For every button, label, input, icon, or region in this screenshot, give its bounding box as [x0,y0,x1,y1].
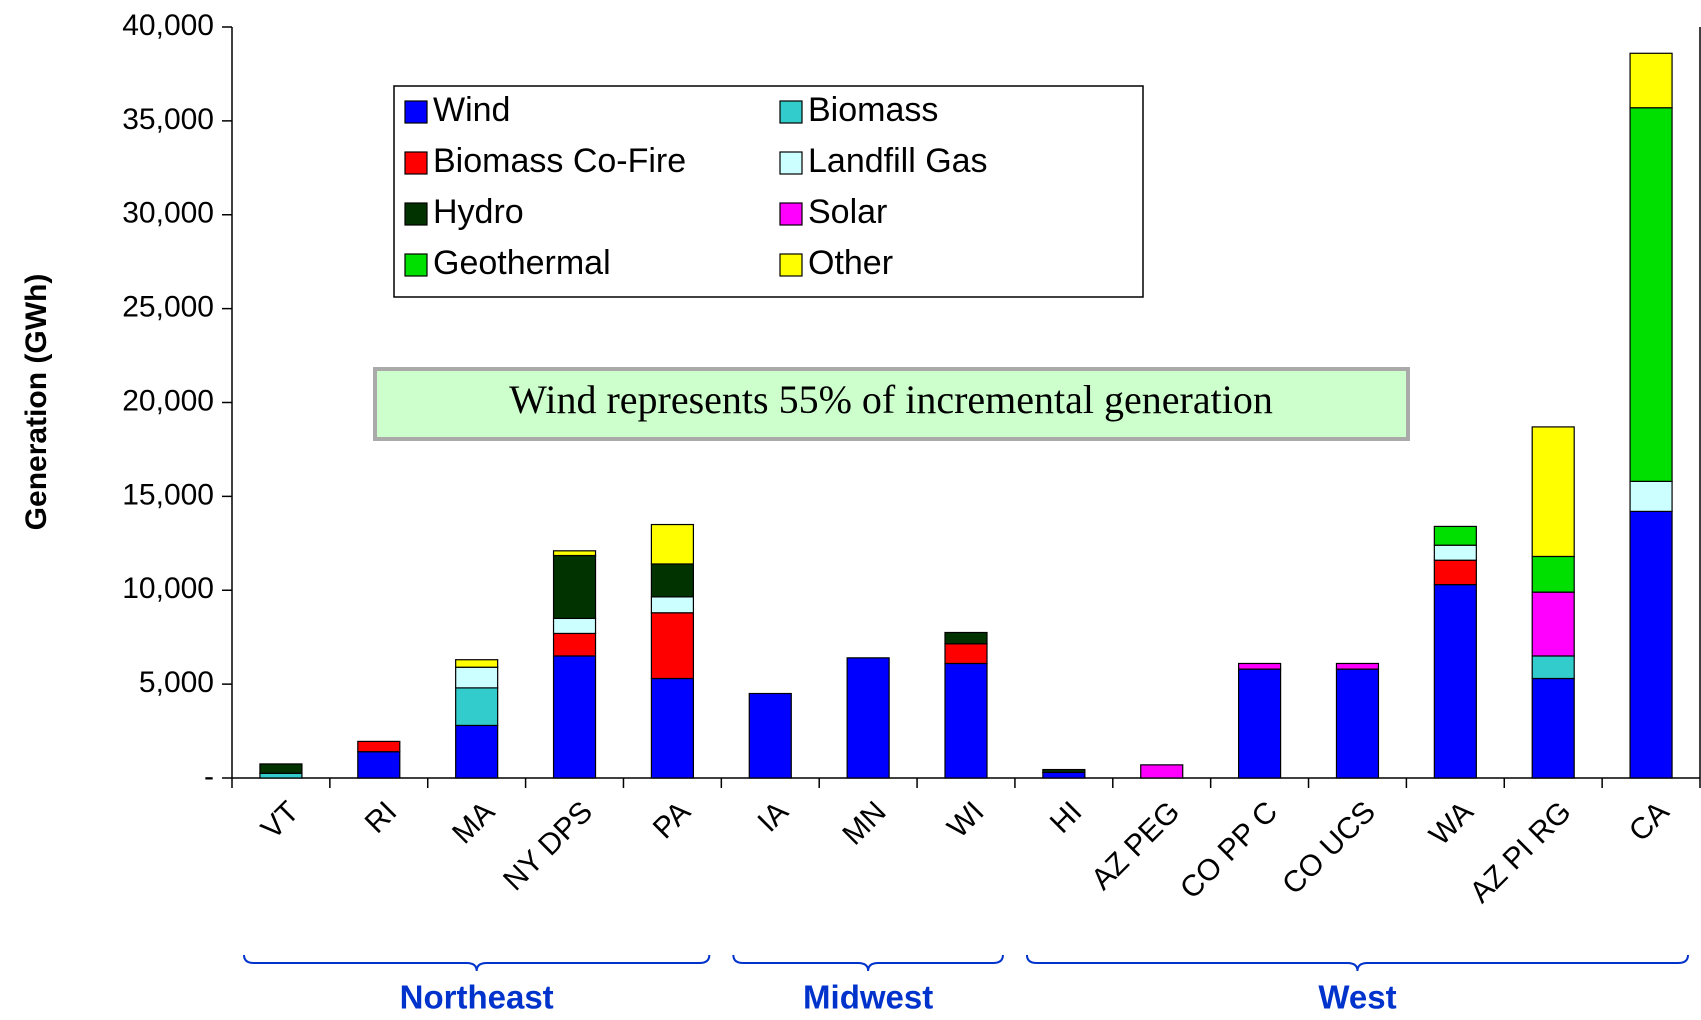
x-tick-label: IA [751,795,794,838]
bar-segment [1335,662,1380,670]
bar-segment [1237,668,1282,779]
bar-segment [1042,771,1086,779]
bar-segment [1531,555,1575,593]
legend-label: Other [808,244,893,282]
legend-swatch [404,100,428,124]
y-tick-label: - [204,760,214,793]
bar-segment [846,657,890,779]
bar-segment [357,751,401,779]
y-tick-label: 10,000 [122,572,214,605]
y-tick-label: 15,000 [122,478,214,511]
x-tick-label: AZ PI RG [1464,795,1578,909]
bar-segment [357,740,401,753]
legend-swatch [404,151,428,175]
bar-segment [1042,768,1086,773]
legend-label: Wind [433,91,510,129]
annotation: Wind represents 55% of incremental gener… [509,377,1273,422]
x-tick-label: MA [446,795,501,850]
bar-segment [1237,662,1282,670]
y-tick-label: 5,000 [139,666,214,699]
x-tick-label: CO PP C [1174,795,1284,905]
x-tick-label: WI [941,795,990,844]
x-tick-label: WA [1423,795,1480,852]
legend-label: Biomass [808,91,938,129]
bar-segment [650,523,695,565]
bar-segment [552,550,597,557]
region-label: Midwest [803,979,933,1016]
region-label: Northeast [400,979,554,1016]
x-tick-label: CO UCS [1276,795,1382,901]
bar-segment [455,659,499,668]
bar-segment [650,677,695,779]
bar-segment [455,724,499,779]
legend-swatch [779,151,803,175]
bar-segment [944,643,988,665]
bar-segment [552,554,597,620]
bar-segment [1335,668,1380,779]
bar-segment [944,631,988,645]
legend-swatch [779,202,803,226]
legend-label: Hydro [433,193,524,231]
legend-label: Landfill Gas [808,142,988,180]
bar-segment [1629,107,1673,482]
region-label: West [1318,979,1396,1016]
bar-segment [1629,52,1673,109]
x-tick-label: AZ PEG [1085,795,1186,896]
region-brace [732,954,1004,972]
bar-segment [455,666,499,689]
bar-segment [1629,480,1673,512]
bar-segment [1433,525,1477,546]
bar-segment [1433,544,1477,561]
legend-swatch [404,202,428,226]
bar-segment [650,612,695,680]
x-tick-label: HI [1044,795,1089,840]
y-tick-label: 35,000 [122,103,214,136]
legend-swatch [779,100,803,124]
legend-label: Biomass Co-Fire [433,142,686,180]
bar-segment [1629,510,1673,779]
x-tick-label: MN [836,795,892,851]
y-tick-label: 30,000 [122,197,214,230]
bar-segment [944,662,988,779]
bar-segment [1140,764,1184,779]
bar-segment [1531,655,1575,680]
bar-segment [650,596,695,614]
bar-segment [1433,584,1477,779]
bar-segment [1531,426,1575,558]
bar-segment [650,563,695,598]
y-tick-label: 25,000 [122,291,214,324]
legend-swatch [779,253,803,277]
y-axis-label: Generation (GWh) [20,274,53,531]
x-tick-label: NY DPS [497,795,599,897]
bar-segment [1531,677,1575,779]
bar-segment [552,655,597,779]
x-tick-label: PA [647,795,697,845]
x-tick-label: VT [255,795,305,845]
legend-label: Geothermal [433,244,611,282]
x-tick-label: RI [359,795,404,840]
legend-label: Solar [808,193,887,231]
bar-segment [552,617,597,635]
bar-segment [1433,559,1477,586]
bar-segment [259,763,303,774]
bar-segment [455,687,499,727]
bar-segment [1531,591,1575,657]
y-tick-label: 40,000 [122,9,214,42]
legend-swatch [404,253,428,277]
annotation-box [373,367,1410,441]
bar-segment [259,772,303,779]
region-brace [243,954,711,972]
legend-box [393,85,1144,298]
x-tick-label: CA [1623,795,1676,848]
region-brace [1025,954,1689,972]
y-tick-label: 20,000 [122,384,214,417]
bar-segment [748,692,792,779]
bar-segment [552,632,597,657]
